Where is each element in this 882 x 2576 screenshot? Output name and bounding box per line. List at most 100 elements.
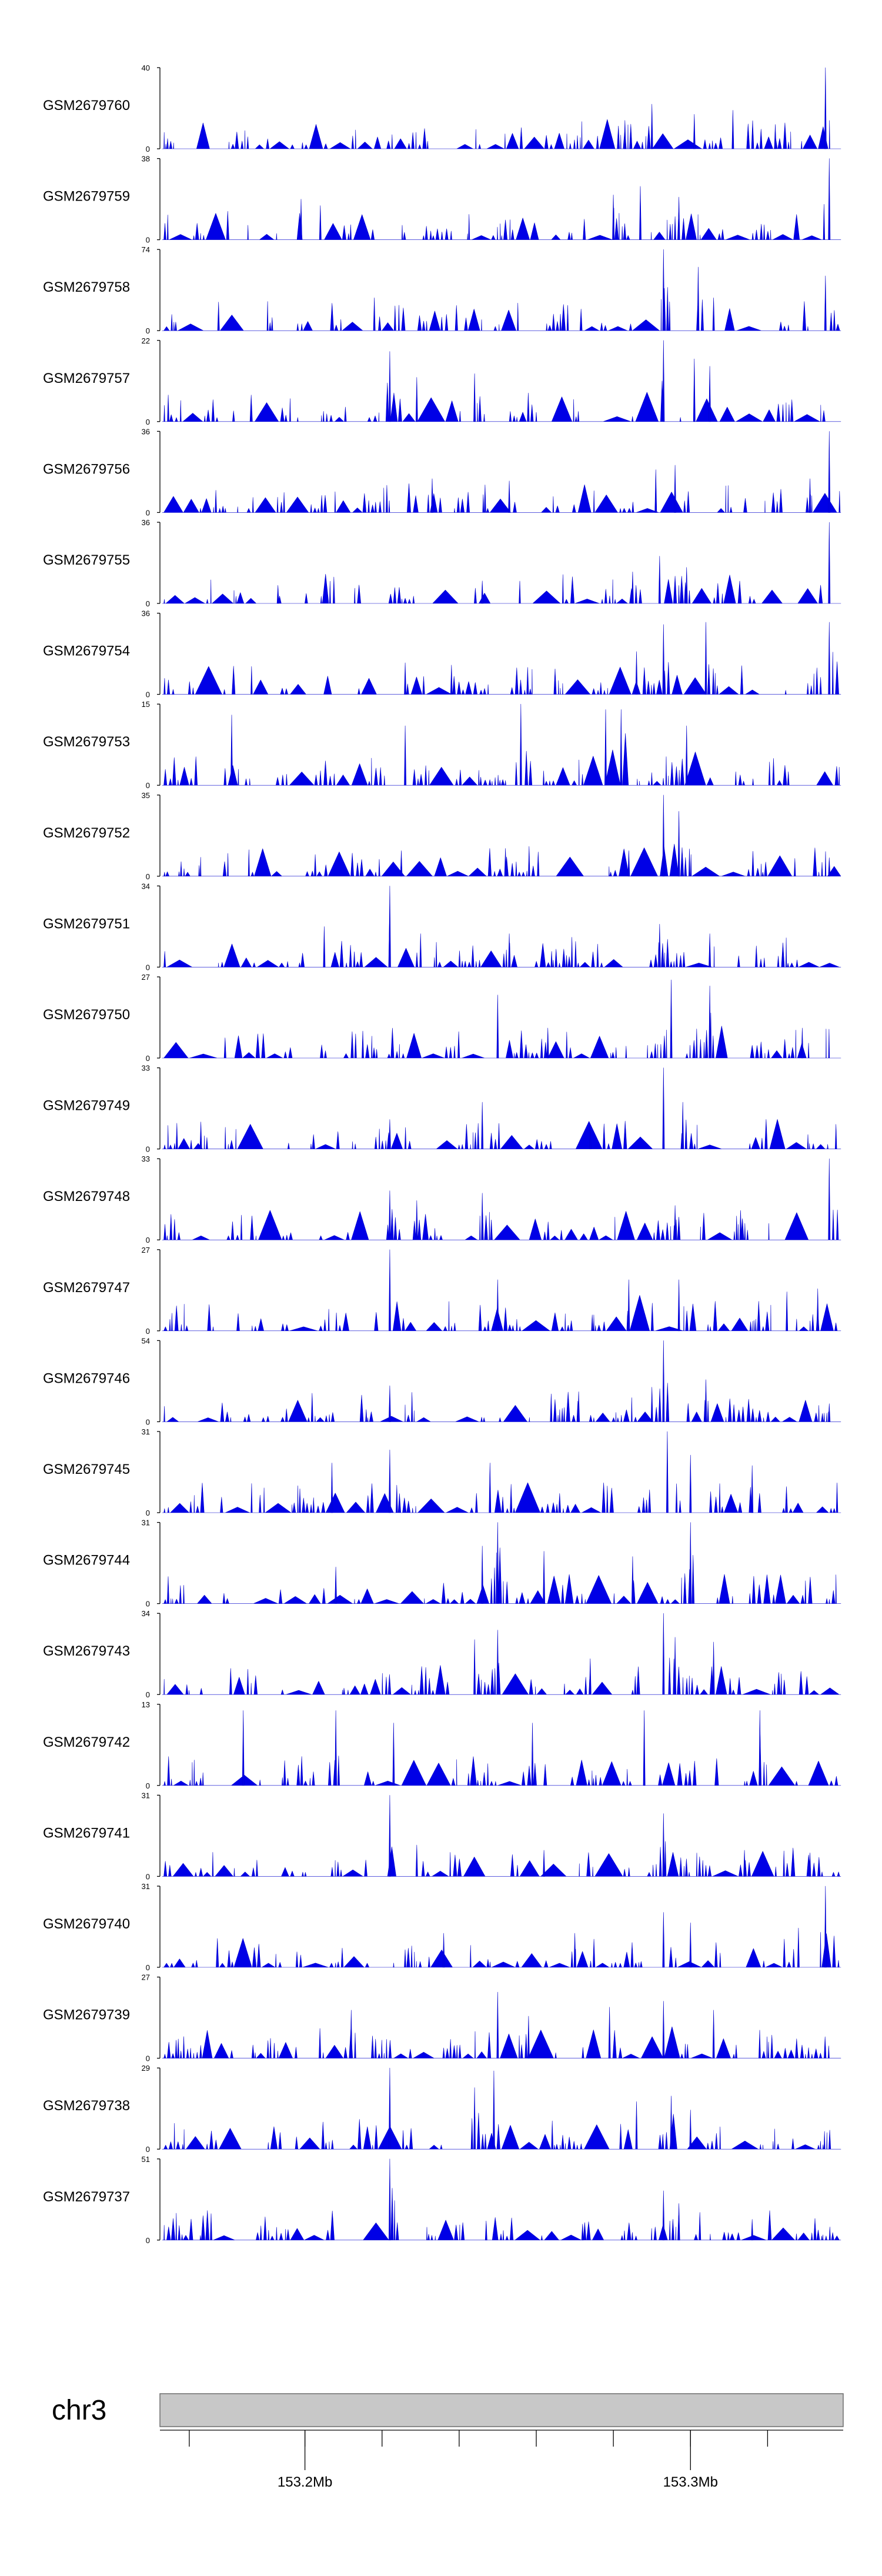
coverage-peak — [330, 1463, 333, 1513]
coverage-track: GSM2679753 15 0 — [43, 700, 841, 790]
coverage-peak — [828, 431, 831, 513]
track-ymax-label: 31 — [142, 1427, 150, 1436]
coverage-peak — [389, 2067, 391, 2150]
coverage-track: GSM2679743 34 0 — [43, 1609, 841, 1699]
coverage-peak — [389, 1449, 391, 1513]
coverage-peak — [612, 195, 614, 240]
coverage-peak — [662, 1613, 665, 1695]
coverage-peak — [531, 1723, 534, 1786]
track-ymax-label: 36 — [142, 427, 150, 436]
coverage-peak — [373, 298, 376, 331]
coverage-peak — [828, 522, 831, 604]
coverage-track: GSM2679742 13 0 — [43, 1700, 841, 1790]
track-name-label: GSM2679759 — [43, 189, 130, 205]
coverage-track: GSM2679749 33 0 — [43, 1064, 841, 1154]
track-ymin-label: 0 — [146, 1236, 150, 1244]
track-name-label: GSM2679760 — [43, 98, 130, 114]
coverage-peak — [731, 110, 734, 149]
track-ymax-label: 31 — [142, 1519, 150, 1527]
coverage-peak — [709, 986, 711, 1059]
track-ymax-label: 27 — [142, 1973, 150, 1982]
coverage-peak — [674, 465, 676, 513]
coverage-peak — [677, 196, 680, 240]
coverage-peak — [643, 1710, 646, 1786]
coverage-area — [162, 733, 841, 786]
coverage-peak — [681, 1102, 684, 1149]
track-name-label: GSM2679743 — [43, 1643, 130, 1659]
track-ymax-label: 29 — [142, 2064, 150, 2073]
coverage-peak — [504, 848, 507, 877]
track-ymax-label: 27 — [142, 973, 150, 982]
coverage-peak — [828, 857, 831, 877]
track-name-label: GSM2679742 — [43, 1734, 130, 1750]
coverage-peak — [496, 995, 499, 1059]
coverage-peak — [797, 1927, 800, 1968]
track-ymin-label: 0 — [146, 508, 150, 517]
coverage-area — [162, 2188, 841, 2241]
track-ymin-label: 0 — [146, 1600, 150, 1609]
coverage-peak — [493, 2070, 495, 2150]
coverage-peak — [489, 1463, 492, 1513]
track-ymax-label: 33 — [142, 1064, 150, 1073]
coverage-peak — [335, 1710, 337, 1786]
coverage-peak — [623, 120, 626, 149]
track-ymin-label: 0 — [146, 1690, 150, 1699]
track-name-label: GSM2679738 — [43, 2098, 130, 2114]
coverage-peak — [450, 665, 453, 695]
coverage-peak — [419, 933, 422, 967]
coverage-peak — [473, 2087, 476, 2150]
coverage-track: GSM2679754 36 0 — [43, 609, 841, 699]
coverage-area — [162, 287, 841, 331]
coverage-peak — [662, 2001, 665, 2058]
coverage-peak — [323, 926, 326, 967]
coverage-peak — [485, 2221, 487, 2241]
track-ymin-label: 0 — [146, 690, 150, 699]
coverage-peak — [751, 2219, 754, 2241]
track-ymax-label: 27 — [142, 1246, 150, 1254]
track-ymax-label: 36 — [142, 518, 150, 527]
coverage-peak — [828, 622, 831, 695]
coverage-peak — [404, 662, 406, 695]
coverage-peak — [743, 1850, 746, 1877]
coverage-area — [162, 1482, 841, 1513]
coverage-area — [162, 1657, 841, 1695]
coverage-peak — [824, 1886, 827, 1968]
coverage-track: GSM2679745 31 0 — [43, 1427, 841, 1517]
track-name-label: GSM2679740 — [43, 1916, 130, 1932]
coverage-area — [162, 843, 841, 877]
coverage-peak — [751, 1465, 754, 1513]
track-ymin-label: 0 — [146, 599, 150, 608]
coverage-peak — [319, 205, 322, 240]
track-name-label: GSM2679755 — [43, 552, 130, 568]
coverage-peak — [650, 1387, 653, 1422]
coverage-area — [162, 1012, 841, 1059]
track-ymax-label: 22 — [142, 336, 150, 345]
track-ymax-label: 36 — [142, 609, 150, 618]
coverage-peak — [774, 124, 777, 149]
coverage-peak — [627, 850, 630, 877]
coverage-peak — [632, 572, 634, 604]
track-ymax-label: 51 — [142, 2155, 150, 2164]
coverage-peak — [519, 703, 522, 786]
coverage-peak — [392, 1723, 395, 1786]
coverage-peak — [689, 1454, 692, 1513]
coverage-peak — [662, 1813, 665, 1877]
coverage-area — [162, 1295, 841, 1332]
coverage-peak — [481, 1102, 484, 1149]
coverage-peak — [608, 2007, 611, 2058]
coverage-peak — [712, 2010, 715, 2058]
track-name-label: GSM2679749 — [43, 1098, 130, 1114]
coverage-peak — [670, 979, 673, 1059]
coverage-peak — [543, 1551, 545, 1604]
coverage-track: GSM2679757 22 0 — [43, 336, 841, 426]
coverage-peak — [828, 1158, 831, 1240]
coverage-area — [162, 1841, 841, 1877]
coverage-peak — [689, 1923, 692, 1968]
coverage-peak — [666, 1431, 669, 1513]
coverage-peak — [824, 275, 827, 331]
coverage-track: GSM2679740 31 0 — [43, 1882, 841, 1972]
coverage-track: GSM2679737 51 0 — [43, 2155, 841, 2245]
coverage-area — [162, 483, 841, 513]
